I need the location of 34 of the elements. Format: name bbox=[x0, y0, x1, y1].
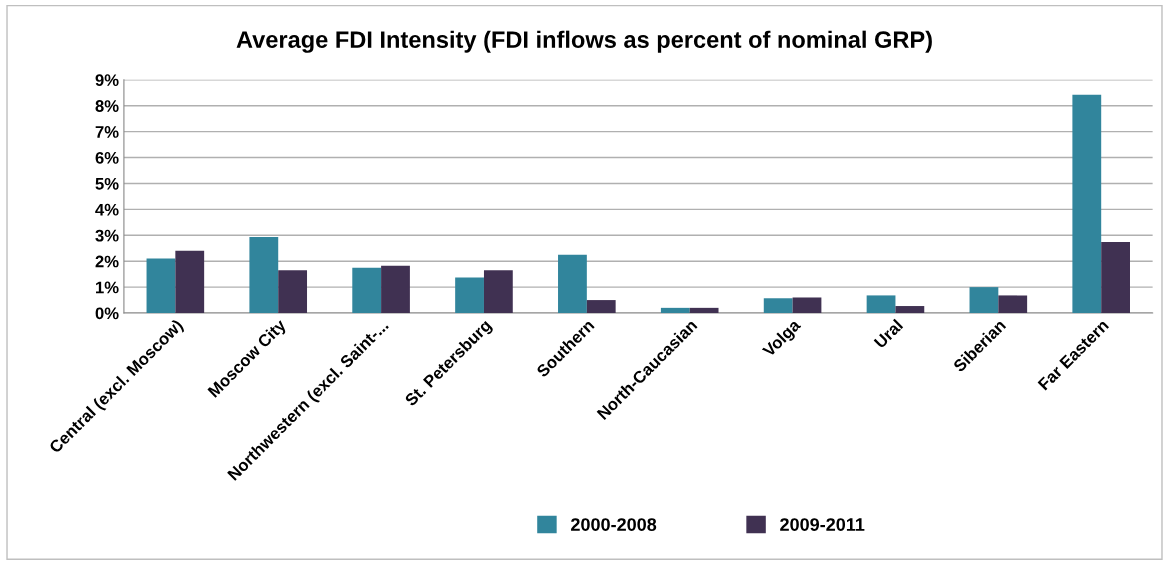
bar bbox=[1072, 94, 1102, 314]
legend-label: 2000-2008 bbox=[571, 518, 657, 531]
y-tick-label: 0% bbox=[95, 307, 119, 320]
bar bbox=[586, 300, 616, 314]
bar bbox=[249, 237, 279, 314]
bar bbox=[558, 254, 587, 314]
bar bbox=[1101, 242, 1130, 314]
bar bbox=[483, 270, 513, 314]
y-tick-label: 6% bbox=[95, 151, 119, 164]
y-tick-label: 7% bbox=[95, 126, 119, 138]
bar bbox=[998, 295, 1028, 314]
bar bbox=[689, 307, 719, 314]
bar bbox=[763, 298, 793, 314]
y-tick-label: 5% bbox=[95, 177, 119, 190]
bar bbox=[278, 270, 308, 314]
legend-label: 2009-2011 bbox=[780, 518, 865, 531]
y-tick-label: 2% bbox=[95, 255, 119, 268]
bar bbox=[146, 258, 176, 314]
bar bbox=[792, 297, 822, 314]
bar bbox=[175, 250, 205, 314]
bar bbox=[352, 267, 382, 314]
y-tick-label: 4% bbox=[95, 203, 119, 216]
y-tick-label: 3% bbox=[95, 229, 119, 242]
bar bbox=[866, 295, 896, 314]
bar bbox=[381, 265, 410, 314]
y-tick-label: 1% bbox=[96, 281, 119, 294]
bar bbox=[895, 306, 925, 314]
bar bbox=[660, 307, 690, 314]
bar bbox=[969, 287, 999, 314]
y-tick-label: 8% bbox=[95, 100, 119, 112]
y-tick-label: 9% bbox=[95, 74, 119, 87]
chart-title: Average FDI Intensity (FDI inflows as percent of nominal GRP) bbox=[236, 30, 932, 53]
bar bbox=[455, 277, 484, 314]
x-tick-label: Ural bbox=[873, 318, 904, 349]
